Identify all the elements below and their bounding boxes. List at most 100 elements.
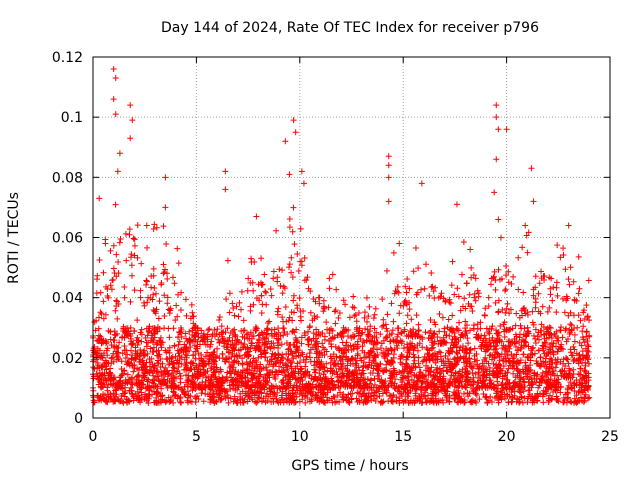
data-point (129, 352, 136, 359)
data-point (486, 364, 493, 371)
data-point (305, 328, 312, 335)
data-point (570, 343, 577, 350)
data-point (466, 390, 473, 397)
data-point (134, 317, 141, 324)
data-point (139, 359, 146, 366)
data-point (506, 310, 513, 317)
data-point (213, 353, 220, 360)
data-point (121, 283, 128, 290)
data-point (192, 394, 199, 401)
data-point (410, 354, 417, 361)
data-point (307, 309, 314, 316)
data-point (489, 323, 496, 330)
data-point (377, 399, 384, 406)
data-point (485, 303, 492, 310)
data-point (248, 339, 255, 346)
data-point (101, 350, 108, 357)
data-point (274, 398, 281, 405)
data-point (107, 377, 114, 384)
data-point (534, 390, 541, 397)
data-point (288, 254, 295, 261)
data-point (137, 287, 144, 294)
data-point (214, 326, 221, 333)
data-point (128, 375, 135, 382)
data-point (272, 372, 279, 379)
data-point (280, 332, 287, 339)
data-point (158, 344, 165, 351)
data-point (107, 336, 114, 343)
data-point (231, 326, 238, 333)
data-point (529, 380, 536, 387)
data-point (131, 287, 138, 294)
data-point (229, 337, 236, 344)
data-point (195, 373, 202, 380)
data-point (575, 370, 582, 377)
x-axis-label: GPS time / hours (291, 458, 408, 474)
data-point (546, 324, 553, 331)
data-point (517, 345, 524, 352)
data-point (216, 375, 223, 382)
data-point (110, 375, 117, 382)
data-point (366, 354, 373, 361)
data-point (182, 330, 189, 337)
data-point (223, 344, 230, 351)
data-point (318, 397, 325, 404)
data-point (299, 396, 306, 403)
data-point (388, 393, 395, 400)
data-point (160, 370, 167, 377)
data-point (137, 329, 144, 336)
data-point (476, 396, 483, 403)
data-point (534, 360, 541, 367)
data-point (184, 397, 191, 404)
data-point (535, 384, 542, 391)
data-point (530, 332, 537, 339)
data-point (395, 325, 402, 332)
data-point (98, 310, 105, 317)
data-point (246, 335, 253, 342)
data-point (298, 340, 305, 347)
data-point (355, 381, 362, 388)
data-point (437, 337, 444, 344)
data-point (280, 325, 287, 332)
data-point (565, 394, 572, 401)
data-point (228, 369, 235, 376)
data-point (122, 230, 129, 237)
data-point (370, 341, 377, 348)
data-point (131, 327, 138, 334)
data-point (144, 378, 151, 385)
data-point (402, 398, 409, 405)
data-point (316, 300, 323, 307)
data-point (124, 332, 131, 339)
data-point (110, 380, 117, 387)
data-point (267, 388, 274, 395)
data-point (92, 327, 99, 334)
data-point (369, 348, 376, 355)
data-point (373, 334, 380, 341)
data-point (529, 352, 536, 359)
data-point (382, 335, 389, 342)
data-point (500, 362, 507, 369)
data-point (394, 283, 401, 290)
data-point (312, 367, 319, 374)
data-point (150, 265, 157, 272)
data-point (334, 392, 341, 399)
data-point (411, 357, 418, 364)
data-point (274, 339, 281, 346)
data-point (355, 330, 362, 337)
data-point (483, 325, 490, 332)
data-point (261, 335, 268, 342)
data-point (367, 328, 374, 335)
data-point (515, 286, 522, 293)
data-point (127, 324, 134, 331)
data-point (263, 364, 270, 371)
data-point (198, 327, 205, 334)
data-point (210, 390, 217, 397)
data-point (96, 396, 103, 403)
data-point (137, 399, 144, 406)
data-point (584, 384, 591, 391)
data-point (93, 317, 100, 324)
data-point (304, 394, 311, 401)
data-point (293, 393, 300, 400)
data-point (359, 329, 366, 336)
data-point (364, 375, 371, 382)
